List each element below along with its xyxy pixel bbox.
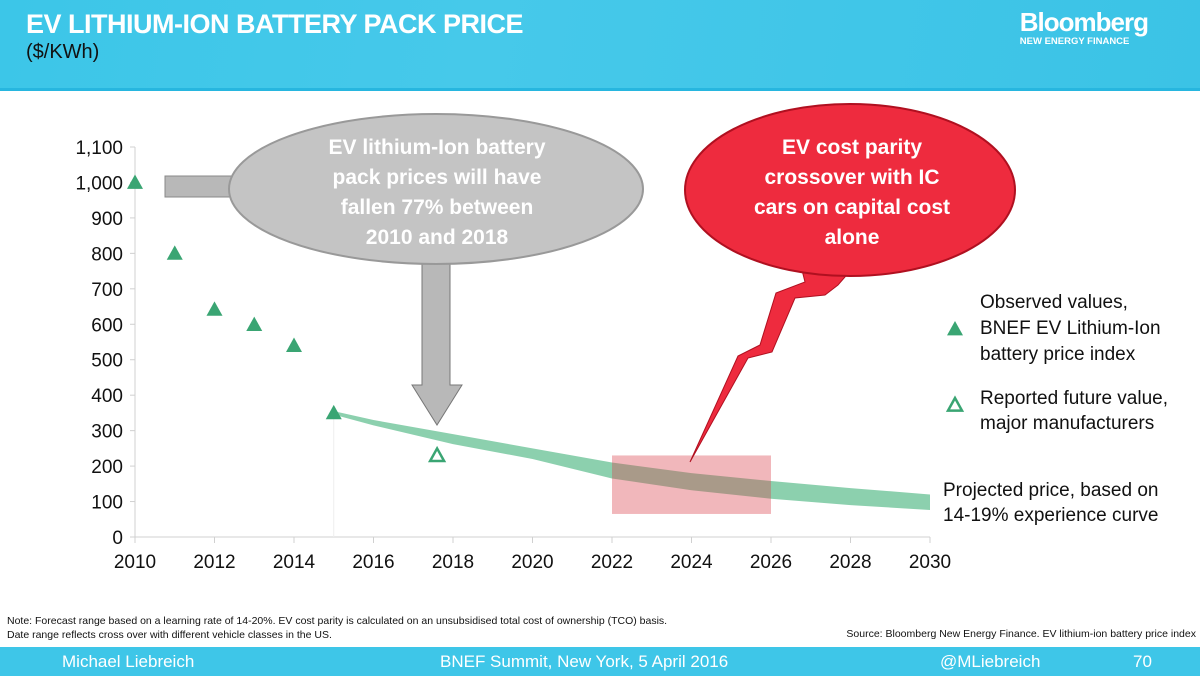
y-tick-label: 700 [91,280,123,301]
logo-tagline: NEW ENERGY FINANCE [1019,36,1130,47]
slide-subtitle: ($/KWh) [26,41,100,63]
footnote-line1: Note: Forecast range based on a learning… [7,615,668,627]
red-callout-text: crossover with IC [764,166,939,189]
legend-observed-label: battery price index [980,344,1136,365]
x-tick-label: 2026 [750,552,792,573]
logo-wordmark: Bloomberg [1019,7,1149,37]
x-tick-label: 2012 [193,552,235,573]
x-tick-label: 2030 [909,552,951,573]
projected-price-band [333,411,930,511]
gray-callout-text: 2010 and 2018 [366,226,509,249]
gray-callout-text: fallen 77% between [341,196,534,219]
gray-callout-text: EV lithium-Ion battery [328,136,545,159]
cost-parity-range [612,455,771,514]
x-tick-label: 2022 [591,552,633,573]
x-tick-label: 2020 [511,552,553,573]
y-tick-label: 900 [91,209,123,230]
red-callout-text: alone [825,226,880,249]
x-tick-label: 2016 [352,552,394,573]
y-tick-label: 500 [91,351,123,372]
y-tick-label: 400 [91,386,123,407]
observed-point [166,245,183,260]
slide-title: EV LITHIUM-ION BATTERY PACK PRICE [26,9,524,39]
y-tick-label: 200 [91,457,123,478]
footer-event: BNEF Summit, New York, 5 April 2016 [440,652,729,671]
y-tick-label: 1,100 [75,138,123,159]
legend-future-label: major manufacturers [980,413,1154,434]
bloomberg-logo: Bloomberg NEW ENERGY FINANCE [1019,7,1149,47]
y-tick-label: 600 [91,315,123,336]
observed-point [325,404,342,420]
gray-callout-bubble [228,113,644,265]
legend-observed-label: Observed values, [980,292,1128,313]
x-tick-label: 2018 [432,552,474,573]
y-tick-label: 0 [112,528,123,549]
observed-point [286,337,302,352]
y-tick-label: 300 [91,422,123,443]
red-callout-text: EV cost parity [782,136,922,159]
y-tick-label: 800 [91,244,123,265]
gray-callout-text: pack prices will have [333,166,542,189]
x-tick-label: 2014 [273,552,316,573]
y-tick-label: 1,000 [75,173,123,194]
legend-observed-marker [947,321,963,336]
footnote-line2: Date range reflects cross over with diff… [7,629,332,641]
observed-point [127,174,143,189]
legend-observed-label: BNEF EV Lithium-Ion [980,318,1161,339]
y-tick-label: 100 [91,493,123,514]
legend-projected-label: Projected price, based on [943,480,1158,501]
header-band [0,0,1200,88]
legend-future-label: Reported future value, [980,388,1168,409]
gray-callout-arrow-down [411,254,463,426]
observed-point [246,316,263,332]
header-divider [0,88,1200,91]
red-callout-lightning [689,261,860,463]
footnote: Note: Forecast range based on a learning… [7,614,667,642]
future-value-point [427,445,447,463]
x-tick-label: 2024 [670,552,713,573]
legend-future-marker [945,395,965,412]
footer-author: Michael Liebreich [62,652,195,671]
observed-point [206,301,223,316]
page-number: 70 [1133,652,1152,671]
legend-projected-label: 14-19% experience curve [943,505,1158,526]
x-tick-label: 2010 [114,552,156,573]
footer: Michael Liebreich BNEF Summit, New York,… [0,647,1200,676]
red-callout-text: cars on capital cost [754,196,950,219]
red-callout-bubble [684,103,1016,277]
x-tick-label: 2028 [829,552,871,573]
source-note: Source: Bloomberg New Energy Finance. EV… [846,628,1196,640]
footer-handle: @MLiebreich [940,652,1041,671]
